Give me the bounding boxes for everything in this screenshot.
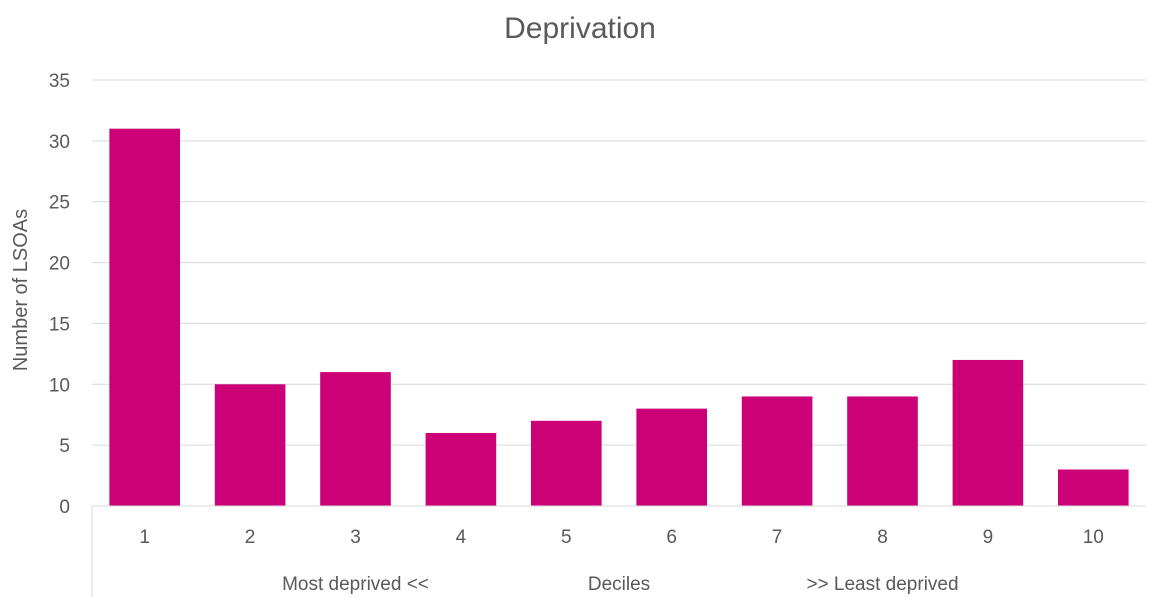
bar: [214, 384, 286, 506]
x-tick-label: 6: [666, 527, 677, 548]
y-tick-label: 10: [49, 375, 70, 396]
x-group-label: >> Least deprived: [806, 574, 958, 595]
x-tick-labels: 1 2 3 4 5 6 7 8 9 10: [139, 527, 1103, 548]
bar: [530, 420, 602, 506]
y-tick-label: 20: [49, 254, 70, 275]
y-tick-labels: 0 5 10 15 20 25 30 35: [49, 71, 70, 518]
bar: [741, 396, 813, 506]
bar: [425, 432, 497, 506]
bars: [109, 128, 1129, 506]
bar: [847, 396, 918, 506]
bar: [320, 372, 391, 506]
x-tick-label: 1: [139, 527, 150, 548]
x-tick-label: 7: [772, 527, 783, 548]
x-tick-label: 9: [983, 527, 994, 548]
x-group-label: Most deprived <<: [282, 574, 429, 595]
x-tick-label: 4: [456, 527, 467, 548]
x-tick-label: 2: [245, 527, 256, 548]
x-group-label: Deciles: [588, 574, 650, 595]
x-tick-label: 5: [561, 527, 572, 548]
chart-title: Deprivation: [504, 12, 656, 45]
y-tick-label: 25: [49, 193, 70, 214]
x-axis: [91, 505, 1146, 597]
bar: [109, 128, 181, 506]
y-axis-title: Number of LSOAs: [10, 209, 32, 371]
x-tick-label: 3: [350, 527, 361, 548]
bar: [1057, 469, 1129, 506]
bar: [952, 359, 1024, 506]
bar: [636, 408, 708, 506]
y-tick-label: 5: [59, 436, 70, 457]
x-tick-label: 10: [1083, 527, 1104, 548]
y-tick-label: 0: [59, 497, 70, 518]
x-tick-label: 8: [877, 527, 888, 548]
y-tick-label: 30: [49, 132, 70, 153]
x-group-labels: Most deprived << Deciles >> Least deprived: [282, 574, 958, 595]
y-tick-label: 15: [49, 314, 70, 335]
y-tick-label: 35: [49, 71, 70, 92]
